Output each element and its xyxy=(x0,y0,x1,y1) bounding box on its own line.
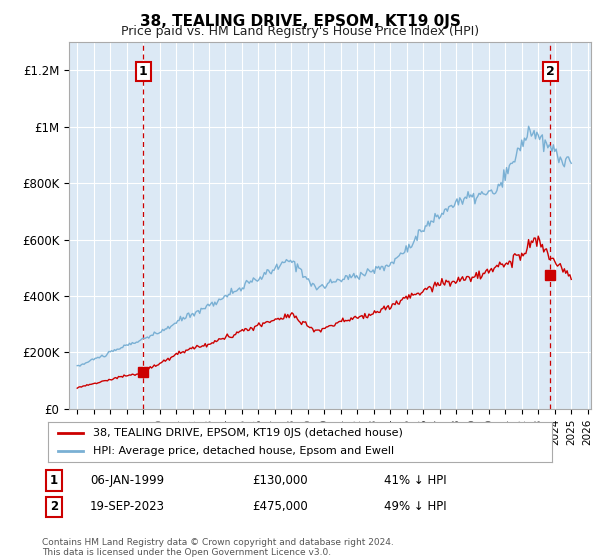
Text: Price paid vs. HM Land Registry's House Price Index (HPI): Price paid vs. HM Land Registry's House … xyxy=(121,25,479,38)
Text: 38, TEALING DRIVE, EPSOM, KT19 0JS: 38, TEALING DRIVE, EPSOM, KT19 0JS xyxy=(140,14,460,29)
Text: 2: 2 xyxy=(546,65,554,78)
Text: 49% ↓ HPI: 49% ↓ HPI xyxy=(384,500,446,514)
Text: Contains HM Land Registry data © Crown copyright and database right 2024.
This d: Contains HM Land Registry data © Crown c… xyxy=(42,538,394,557)
Text: 1: 1 xyxy=(50,474,58,487)
Text: 1: 1 xyxy=(139,65,148,78)
Text: 38, TEALING DRIVE, EPSOM, KT19 0JS (detached house): 38, TEALING DRIVE, EPSOM, KT19 0JS (deta… xyxy=(94,428,403,438)
Text: 2: 2 xyxy=(50,500,58,514)
Text: 41% ↓ HPI: 41% ↓ HPI xyxy=(384,474,446,487)
Text: HPI: Average price, detached house, Epsom and Ewell: HPI: Average price, detached house, Epso… xyxy=(94,446,394,456)
Text: £130,000: £130,000 xyxy=(252,474,308,487)
Text: 19-SEP-2023: 19-SEP-2023 xyxy=(90,500,165,514)
Text: £475,000: £475,000 xyxy=(252,500,308,514)
Text: 06-JAN-1999: 06-JAN-1999 xyxy=(90,474,164,487)
